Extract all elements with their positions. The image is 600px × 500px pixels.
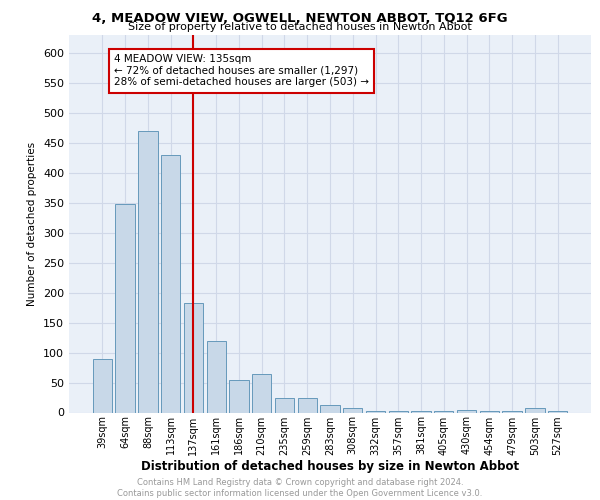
Bar (115, 204, 135, 412)
Bar (206, 340, 226, 412)
Bar (298, 398, 317, 412)
Text: Contains HM Land Registry data © Crown copyright and database right 2024.
Contai: Contains HM Land Registry data © Crown c… (118, 478, 482, 498)
Bar (320, 406, 340, 412)
Bar (343, 408, 362, 412)
Y-axis label: Number of detached properties: Number of detached properties (28, 142, 37, 306)
Bar (525, 408, 545, 412)
Text: 4, MEADOW VIEW, OGWELL, NEWTON ABBOT, TQ12 6FG: 4, MEADOW VIEW, OGWELL, NEWTON ABBOT, TQ… (92, 12, 508, 26)
Bar (161, 155, 181, 412)
Bar (275, 398, 294, 412)
X-axis label: Distribution of detached houses by size in Newton Abbot: Distribution of detached houses by size … (141, 460, 519, 473)
Bar (184, 303, 203, 412)
Bar (138, 131, 158, 412)
Text: Size of property relative to detached houses in Newton Abbot: Size of property relative to detached ho… (128, 22, 472, 32)
Bar (252, 374, 271, 412)
Bar (229, 380, 248, 412)
Text: 4 MEADOW VIEW: 135sqm
← 72% of detached houses are smaller (1,297)
28% of semi-d: 4 MEADOW VIEW: 135sqm ← 72% of detached … (114, 54, 369, 88)
Bar (93, 358, 112, 412)
Bar (457, 410, 476, 412)
